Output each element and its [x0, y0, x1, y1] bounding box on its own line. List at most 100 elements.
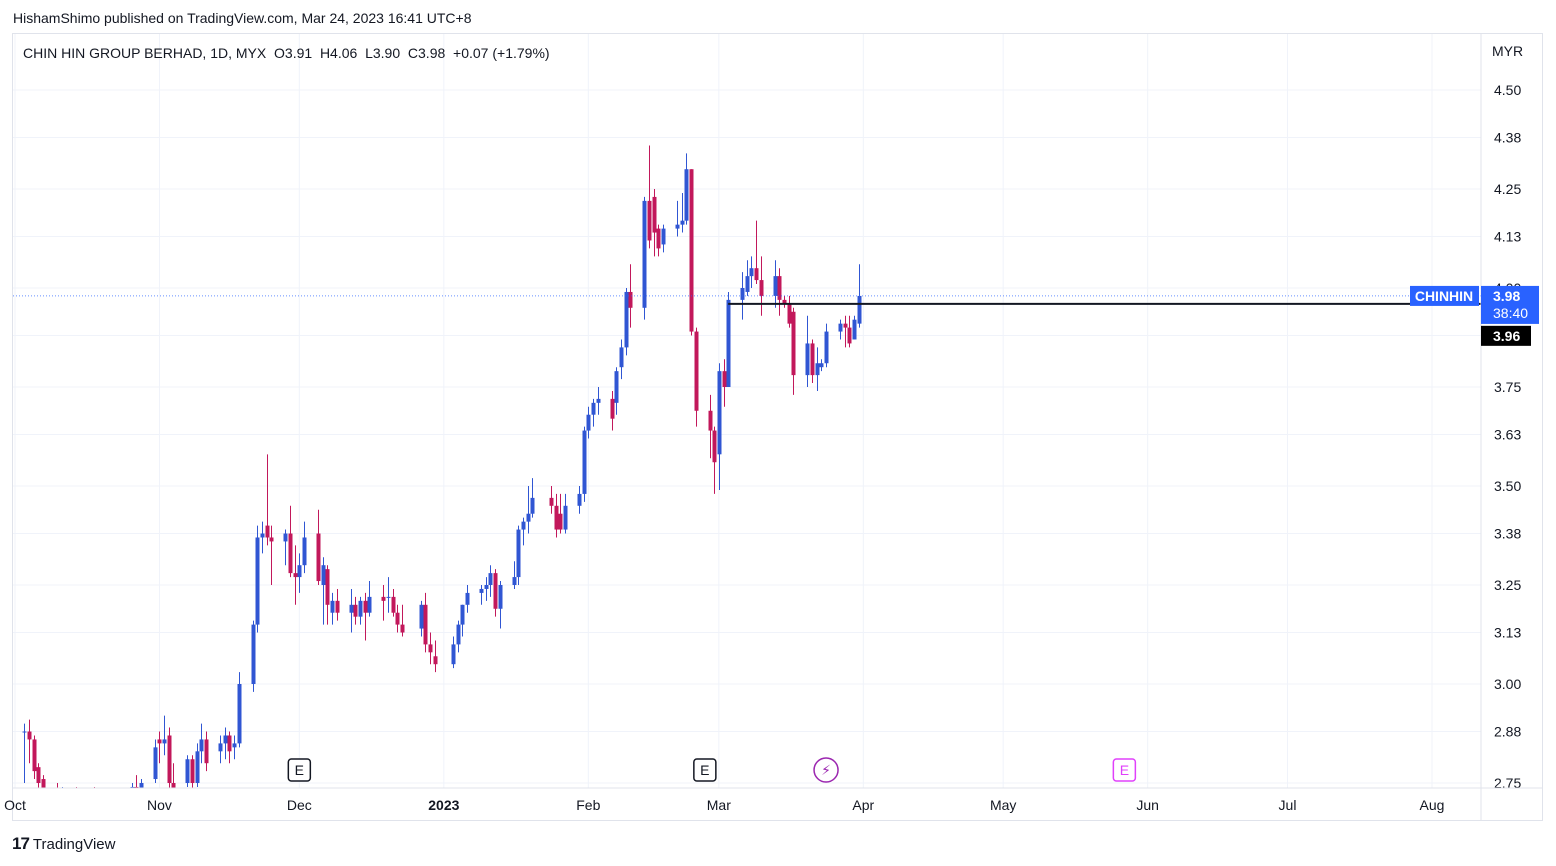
candle-down: [353, 596, 358, 625]
candle-up: [70, 795, 74, 823]
candle-body: [680, 220, 685, 225]
earnings-marker[interactable]: E: [693, 758, 717, 782]
candle-body: [810, 343, 815, 376]
candle-up: [852, 315, 857, 340]
candle-body: [749, 268, 754, 277]
candle-body: [754, 268, 759, 281]
candle-body: [451, 644, 456, 665]
candle-down: [712, 426, 717, 494]
candle-up: [596, 387, 601, 415]
candle-body: [269, 537, 274, 542]
candle-up: [297, 553, 302, 593]
candle-body: [708, 410, 713, 431]
candle-body: [134, 786, 139, 788]
x-tick-label: Feb: [576, 797, 600, 813]
candle-body: [381, 596, 386, 601]
candle-down: [269, 525, 274, 585]
candle-down: [493, 569, 498, 617]
candle-body: [843, 323, 848, 328]
candle-body: [386, 596, 391, 598]
candle-body: [805, 343, 810, 376]
candle-up: [302, 521, 307, 574]
candle-up: [107, 795, 111, 827]
candle-down: [316, 509, 321, 585]
x-tick-label: May: [990, 797, 1016, 813]
candle-up: [530, 478, 535, 518]
y-tick-label: 3.50: [1494, 478, 1521, 494]
candle-down: [57, 783, 58, 788]
candle-body: [656, 228, 661, 249]
candle-down: [381, 585, 386, 621]
candle-up: [484, 577, 489, 601]
legend-low: L3.90: [365, 45, 401, 61]
candle-body: [36, 767, 41, 783]
candle-up: [824, 323, 829, 368]
candle-up: [153, 739, 158, 783]
candle-down: [777, 268, 782, 316]
y-tick-label: 2.75: [1494, 775, 1521, 791]
candle-body: [791, 311, 796, 376]
candle-body: [689, 169, 694, 332]
candle-up: [89, 791, 93, 823]
candle-down: [103, 791, 107, 823]
earnings-marker[interactable]: E: [287, 758, 312, 782]
candle-body: [488, 573, 493, 585]
candle-body: [642, 200, 647, 308]
earnings-upcoming-marker[interactable]: E: [1112, 758, 1137, 782]
candle-body: [167, 735, 172, 783]
earnings-label: E: [700, 762, 709, 778]
candle-body: [107, 803, 111, 815]
dividend-marker[interactable]: ⚡: [813, 757, 839, 783]
candle-down: [126, 791, 130, 819]
candle-up: [358, 596, 363, 625]
candle-down: [41, 775, 46, 788]
candle-up: [321, 557, 326, 625]
candle-up: [805, 315, 810, 387]
candle-down: [36, 763, 41, 788]
candle-body: [400, 624, 405, 633]
axes[interactable]: 2.752.883.003.133.253.383.503.633.753.88…: [4, 34, 1543, 821]
y-tick-label: 4.13: [1494, 229, 1521, 245]
candle-down: [647, 145, 652, 249]
candle-body: [255, 537, 260, 625]
candle-body: [65, 795, 69, 811]
candle-body: [479, 588, 484, 593]
candle-up: [185, 755, 190, 787]
candle-down: [32, 735, 37, 780]
candle-up: [675, 200, 680, 237]
candle-up: [680, 192, 685, 233]
chart-legend: CHIN HIN GROUP BERHAD, 1D, MYX O3.91 H4.…: [23, 45, 550, 61]
candle-body: [717, 371, 722, 455]
countdown-label: 38:40: [1493, 305, 1528, 321]
candle-up: [465, 585, 470, 613]
candle-down: [423, 592, 428, 653]
candle-down: [810, 339, 815, 384]
candle-body: [610, 398, 615, 419]
candle-body: [819, 363, 824, 368]
candle-up: [745, 260, 750, 296]
candle-down: [656, 224, 661, 257]
y-tick-label: 2.88: [1494, 724, 1521, 740]
candle-up: [516, 525, 521, 585]
candle-down: [190, 755, 195, 788]
candle-body: [675, 224, 680, 229]
y-tick-label: 3.63: [1494, 427, 1521, 443]
legend-title: CHIN HIN GROUP BERHAD, 1D, MYX: [23, 45, 267, 61]
candle-body: [596, 398, 601, 403]
candle-body: [353, 604, 358, 617]
candle-up: [614, 367, 619, 415]
candle-body: [232, 743, 237, 748]
candle-up: [386, 577, 391, 613]
candle-body: [185, 759, 190, 783]
line-price-badge: [1481, 325, 1531, 346]
tradingview-brand: TradingView: [32, 835, 116, 853]
candle-body: [684, 169, 689, 221]
event-markers[interactable]: E E ⚡ E: [287, 757, 1137, 783]
candle-down: [76, 786, 77, 788]
chart-frame[interactable]: [12, 33, 1543, 821]
tradingview-footer[interactable]: 17 TradingView: [12, 834, 115, 854]
candle-body: [204, 739, 209, 764]
legend-close: C3.98: [407, 45, 446, 61]
y-tick-label: 4.25: [1494, 181, 1521, 197]
